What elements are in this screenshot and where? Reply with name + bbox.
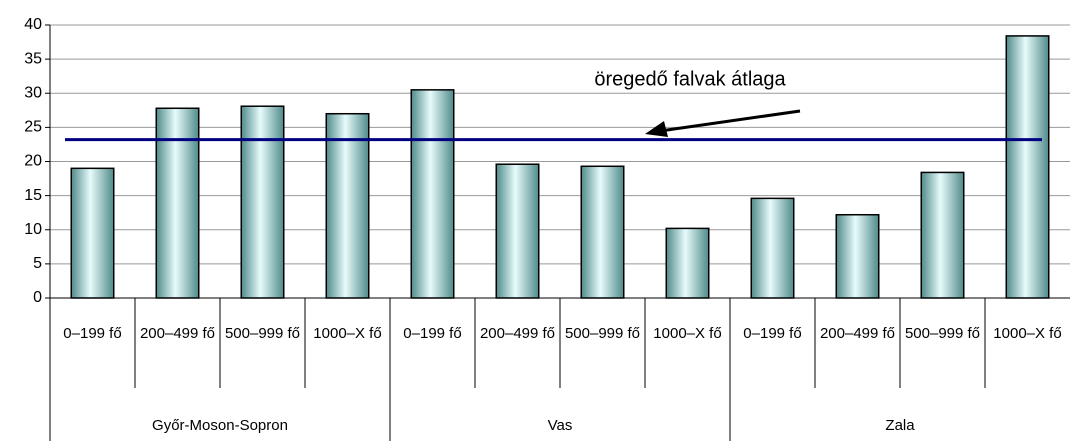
bar (240, 105, 285, 299)
y-tick-label: 30 (24, 84, 42, 101)
y-tick-label: 15 (24, 187, 42, 204)
bar (835, 213, 880, 299)
y-tick-label: 25 (24, 119, 42, 136)
x-tick-label: 1000–X fő (993, 325, 1062, 342)
x-tick-label: 1000–X fő (313, 325, 382, 342)
x-tick-label: 0–199 fő (743, 325, 802, 342)
bar (325, 112, 370, 299)
y-tick-label: 20 (24, 153, 42, 170)
x-tick-label: 500–999 fő (904, 325, 981, 342)
group-label: Zala (885, 417, 915, 434)
y-tick-label: 40 (24, 16, 42, 33)
x-tick-label: 0–199 fő (63, 325, 122, 342)
bar (495, 163, 540, 299)
group-label: Vas (547, 417, 573, 434)
x-tick-label: 200–499 fő (479, 325, 556, 342)
annotation-arrow (659, 109, 801, 133)
y-tick-label: 10 (24, 221, 42, 238)
x-tick-label: 200–499 fő (139, 325, 216, 342)
bar (410, 89, 455, 299)
x-tick-label: 0–199 fő (403, 325, 462, 342)
annotation: öregedő falvak átlaga (594, 68, 786, 90)
y-tick-label: 5 (33, 255, 42, 272)
x-tick-label: 200–499 fő (819, 325, 896, 342)
bar (1005, 35, 1050, 299)
x-tick-label: 1000–X fő (653, 325, 722, 342)
annotation-arrowhead (645, 121, 668, 137)
bar (920, 171, 965, 299)
group-label: Győr-Moson-Sopron (152, 417, 288, 434)
bar (580, 165, 625, 299)
x-tick-label: 500–999 fő (224, 325, 301, 342)
bar (750, 197, 795, 299)
y-tick-label: 35 (24, 50, 42, 67)
bar (70, 167, 115, 299)
y-tick-label: 0 (33, 289, 42, 306)
bar (665, 227, 710, 299)
x-tick-label: 500–999 fő (564, 325, 641, 342)
bar (155, 107, 200, 299)
